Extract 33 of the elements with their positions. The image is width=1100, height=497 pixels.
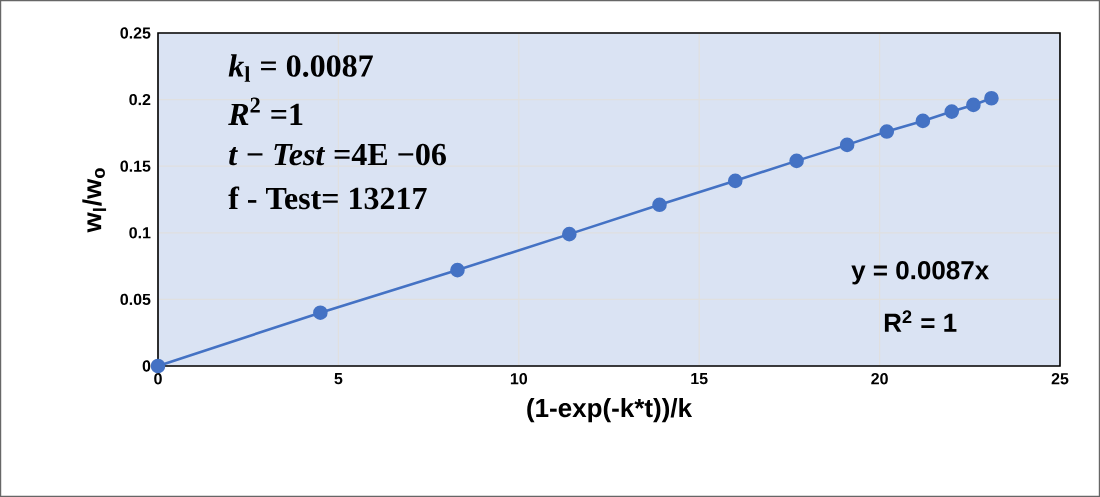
x-tick-label: 10 xyxy=(510,373,528,385)
point xyxy=(150,358,166,374)
y-axis-title: w$_{l}$/w$_{o}$ xyxy=(82,168,107,233)
x-tick-label: 25 xyxy=(1051,373,1069,385)
point xyxy=(915,113,931,129)
annotation: f - Test= 13217 xyxy=(228,186,427,210)
annotation: R$^{2}$ =1 xyxy=(228,97,303,125)
annotation: R$^{2}$ = 1 xyxy=(884,310,957,332)
y-tick-label: 0.1 xyxy=(129,227,151,239)
point xyxy=(839,137,855,153)
point xyxy=(966,97,981,113)
x-axis-title: (1-exp(-k*t))/k xyxy=(527,398,693,423)
point xyxy=(652,197,667,213)
point xyxy=(944,104,960,119)
x-tick-label: 5 xyxy=(334,373,343,385)
point xyxy=(727,173,743,189)
point xyxy=(450,262,465,278)
annotation: k$_{l}$ = 0.0087 xyxy=(228,54,373,82)
y-tick-label: 0.2 xyxy=(129,93,151,106)
y-tick-label: 0 xyxy=(142,360,151,372)
annotation: t − Test =4E −06 xyxy=(229,143,446,166)
y-tick-label: 0.25 xyxy=(120,27,151,39)
y-tick-label: 0.15 xyxy=(120,160,151,172)
annotation: y = 0.0087x xyxy=(851,260,989,285)
point xyxy=(879,124,895,139)
point xyxy=(313,305,328,321)
x-tick-label: 15 xyxy=(691,373,708,385)
x-tick-label: 20 xyxy=(871,373,888,385)
point xyxy=(562,226,577,242)
y-tick-label: 0.05 xyxy=(120,293,151,306)
x-tick-label: 0 xyxy=(154,373,162,385)
point xyxy=(984,90,999,106)
point xyxy=(789,153,804,169)
